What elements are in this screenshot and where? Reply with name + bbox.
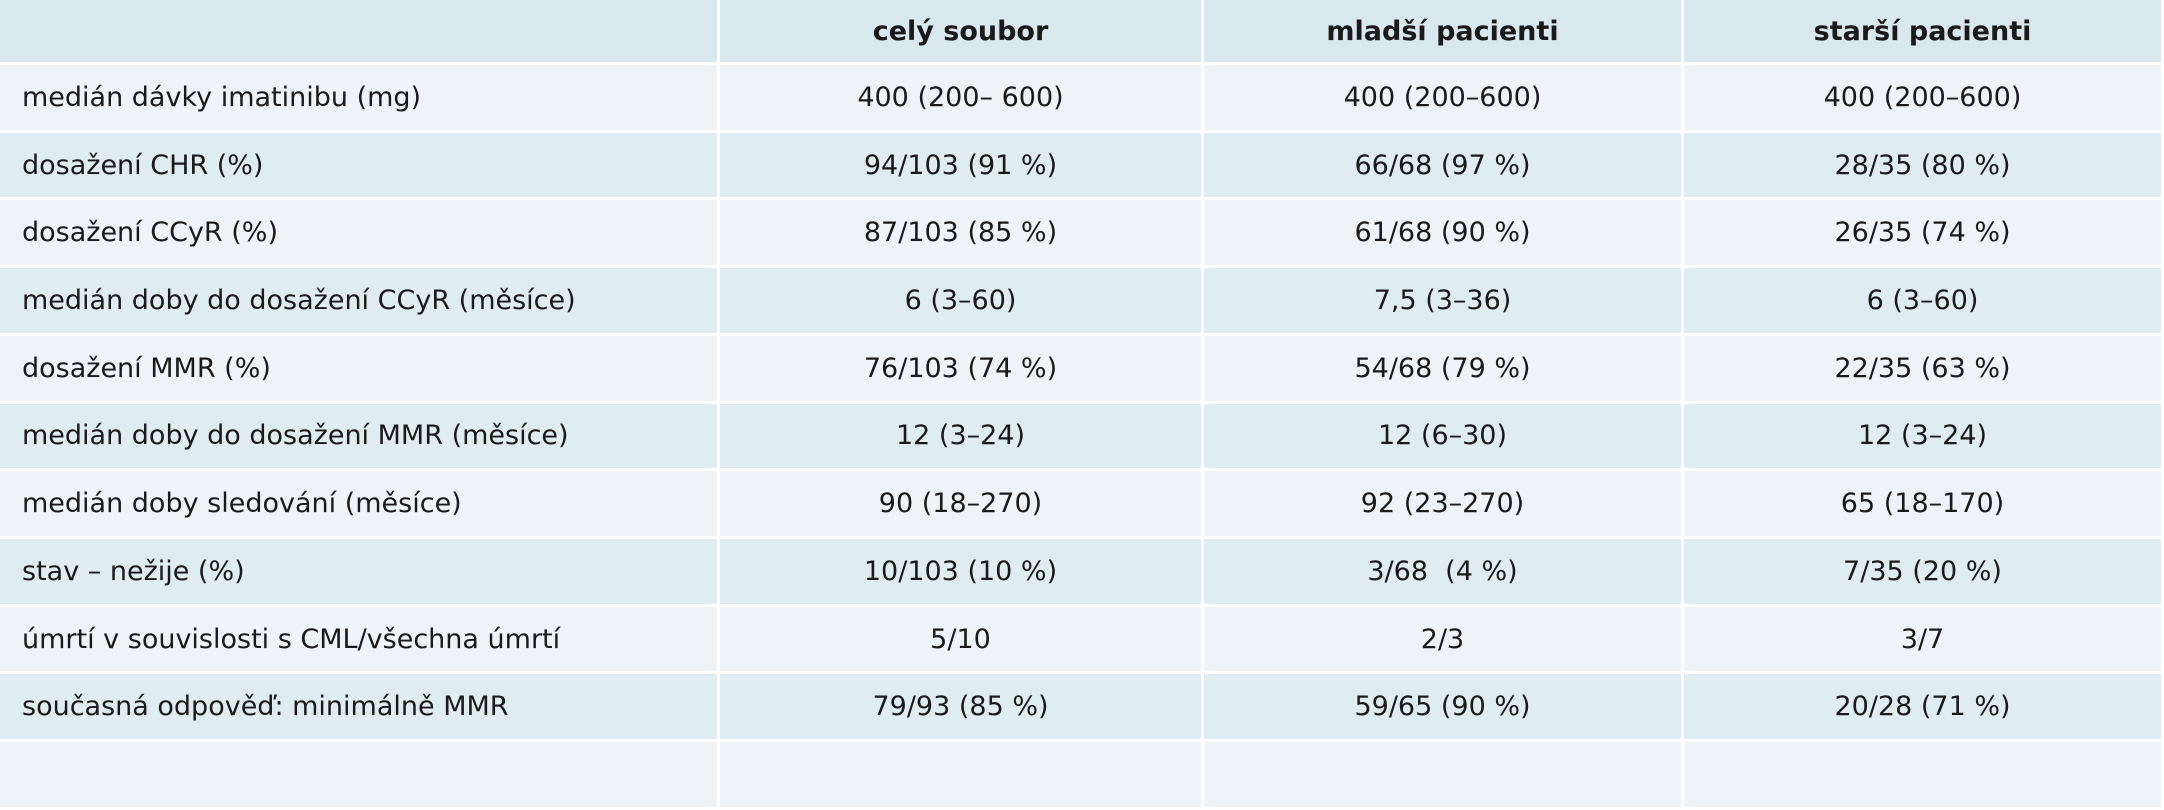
cell-value: 59/65 (90 %) (1204, 674, 1684, 743)
header-corner-cell (0, 0, 720, 65)
cell-value: 28/35 (80 %) (1684, 132, 2164, 201)
cell-value: 12 (6–30) (1204, 403, 1684, 472)
cell-value: 92 (23–270) (1204, 471, 1684, 540)
row-label: stav – nežije (%) (0, 539, 720, 607)
cell-value: 7,5 (3–36) (1204, 268, 1684, 336)
cell-value: 65 (18–170) (1684, 471, 2164, 540)
column-header-whole-cohort: celý soubor (720, 0, 1204, 65)
cell-value: 10/103 (10 %) (720, 539, 1204, 607)
cell-value: 79/93 (85 %) (720, 674, 1204, 743)
row-label: dosažení CHR (%) (0, 132, 720, 201)
cell-value: 400 (200–600) (1684, 65, 2164, 133)
cell-value: 12 (3–24) (1684, 403, 2164, 472)
cell-value: 2/3 (1204, 606, 1684, 675)
cell-value: 90 (18–270) (720, 471, 1204, 540)
row-label: dosažení CCyR (%) (0, 200, 720, 269)
cell-value: 7/35 (20 %) (1684, 539, 2164, 607)
cell-value: 94/103 (91 %) (720, 132, 1204, 201)
cell-value: 12 (3–24) (720, 403, 1204, 472)
row-label: současná odpověď: minimálně MMR (0, 674, 720, 743)
row-label: medián doby sledování (měsíce) (0, 471, 720, 540)
cell-value: 400 (200–600) (1204, 65, 1684, 133)
cell-value: 54/68 (79 %) (1204, 335, 1684, 404)
cell-value: 87/103 (85 %) (720, 200, 1204, 269)
cell-value: 22/35 (63 %) (1684, 335, 2164, 404)
row-label: dosažení MMR (%) (0, 335, 720, 404)
cell-value: 26/35 (74 %) (1684, 200, 2164, 269)
cell-value: 76/103 (74 %) (720, 335, 1204, 404)
row-label: medián doby do dosažení CCyR (měsíce) (0, 268, 720, 336)
row-label (0, 742, 720, 810)
row-label: medián dávky imatinibu (mg) (0, 65, 720, 133)
cell-value (1684, 742, 2164, 810)
cell-value: 3/68 (4 %) (1204, 539, 1684, 607)
column-header-younger-patients: mladší pacienti (1204, 0, 1684, 65)
cell-value (1204, 742, 1684, 810)
cell-value: 20/28 (71 %) (1684, 674, 2164, 743)
row-label: medián doby do dosažení MMR (měsíce) (0, 403, 720, 472)
column-header-older-patients: starší pacienti (1684, 0, 2164, 65)
cell-value: 6 (3–60) (1684, 268, 2164, 336)
cell-value: 61/68 (90 %) (1204, 200, 1684, 269)
cell-value: 400 (200– 600) (720, 65, 1204, 133)
cell-value: 3/7 (1684, 606, 2164, 675)
cell-value: 6 (3–60) (720, 268, 1204, 336)
cell-value: 5/10 (720, 606, 1204, 675)
row-label: úmrtí v souvislosti s CML/všechna úmrtí (0, 606, 720, 675)
cell-value: 66/68 (97 %) (1204, 132, 1684, 201)
